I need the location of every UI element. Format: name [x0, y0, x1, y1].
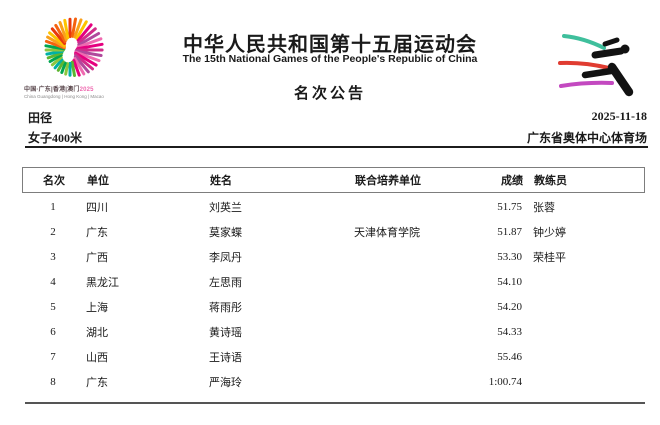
announcement-title: 名次公告: [293, 85, 366, 102]
event-label: 女子400米: [28, 131, 83, 145]
table-bottom-rule: [25, 402, 645, 404]
table-row: 3 广西 李凤丹 53.30 荣桂平: [22, 244, 645, 269]
pictogram-runner-figure: [581, 37, 634, 97]
table-header-row: 名次 单位 姓名 联合培养单位 成绩 教练员: [22, 167, 645, 193]
athlete-name-cell: 左思雨: [209, 276, 242, 289]
athlete-name-cell: 刘英兰: [209, 201, 242, 214]
venue-label: 广东省奥体中心体育场: [526, 131, 647, 145]
athlete-name-cell: 莫家蝶: [209, 226, 242, 239]
result-cell: 54.10: [497, 275, 522, 288]
rank-cell: 1: [50, 200, 56, 213]
athlete-name-cell: 严海玲: [209, 376, 242, 389]
table-row: 4 黑龙江 左思雨 54.10: [22, 269, 645, 294]
table-body: 1 四川 刘英兰 51.75 张蓉 2 广东 莫家蝶 天津体育学院 51.87 …: [22, 194, 645, 394]
games-emblem-flower-icon: [44, 17, 104, 77]
emblem-caption: 中国·广东|香港|澳门2025: [24, 87, 94, 93]
result-cell: 51.75: [497, 200, 522, 213]
page-title: 中华人民共和国第十五届运动会: [183, 34, 477, 56]
result-cell: 54.20: [497, 300, 522, 313]
coach-cell: 张蓉: [533, 201, 555, 214]
page-subtitle-en: The 15th National Games of the People's …: [182, 53, 478, 65]
unit-cell: 上海: [86, 301, 108, 314]
table-row: 1 四川 刘英兰 51.75 张蓉: [22, 194, 645, 219]
column-header-name: 姓名: [210, 175, 232, 187]
athlete-name-cell: 王诗语: [209, 351, 242, 364]
rank-cell: 4: [50, 275, 56, 288]
coach-cell: 荣桂平: [533, 251, 566, 264]
rank-cell: 5: [50, 300, 56, 313]
unit-cell: 广东: [86, 226, 108, 239]
date-label: 2025-11-18: [591, 109, 647, 123]
unit-cell: 山西: [86, 351, 108, 364]
unit-cell: 湖北: [86, 326, 108, 339]
table-row: 7 山西 王诗语 55.46: [22, 344, 645, 369]
result-cell: 51.87: [497, 225, 522, 238]
column-header-unit: 单位: [87, 175, 109, 187]
pictogram-swoosh-middle: [558, 60, 611, 70]
sport-label: 田径: [28, 111, 53, 125]
result-cell: 55.46: [497, 350, 522, 363]
coach-cell: 钟少婷: [533, 226, 566, 239]
athlete-name-cell: 蒋雨彤: [209, 301, 242, 314]
column-header-result: 成绩: [501, 175, 523, 187]
games-emblem: 中国·广东|香港|澳门2025 China Guangdong | Hong K…: [24, 14, 120, 99]
unit-cell: 四川: [86, 201, 108, 214]
joint-unit-cell: 天津体育学院: [354, 226, 420, 239]
pictogram-swoosh-top: [562, 34, 606, 50]
pictogram-swoosh-bottom: [559, 80, 614, 88]
header-divider: [25, 146, 648, 148]
table-row: 6 湖北 黄诗瑶 54.33: [22, 319, 645, 344]
column-header-joint-unit: 联合培养单位: [355, 175, 421, 187]
athlete-name-cell: 李凤丹: [209, 251, 242, 264]
unit-cell: 广西: [86, 251, 108, 264]
emblem-year: 2025: [79, 87, 94, 93]
table-row: 5 上海 蒋雨彤 54.20: [22, 294, 645, 319]
athlete-name-cell: 黄诗瑶: [209, 326, 242, 339]
result-cell: 54.33: [497, 325, 522, 338]
rank-cell: 2: [50, 225, 56, 238]
column-header-coach: 教练员: [534, 175, 567, 187]
emblem-caption-en: China Guangdong | Hong Kong | Macao: [24, 94, 104, 99]
table-row: 8 广东 严海玲 1:00.74: [22, 369, 645, 394]
rank-cell: 3: [50, 250, 56, 263]
rank-cell: 8: [50, 375, 56, 388]
result-cell: 1:00.74: [488, 375, 522, 388]
athletics-pictogram-icon: [558, 34, 634, 97]
rank-cell: 7: [50, 350, 56, 363]
rank-cell: 6: [50, 325, 56, 338]
column-header-rank: 名次: [43, 175, 65, 187]
unit-cell: 黑龙江: [86, 276, 119, 289]
unit-cell: 广东: [86, 376, 108, 389]
table-row: 2 广东 莫家蝶 天津体育学院 51.87 钟少婷: [22, 219, 645, 244]
result-cell: 53.30: [497, 250, 522, 263]
